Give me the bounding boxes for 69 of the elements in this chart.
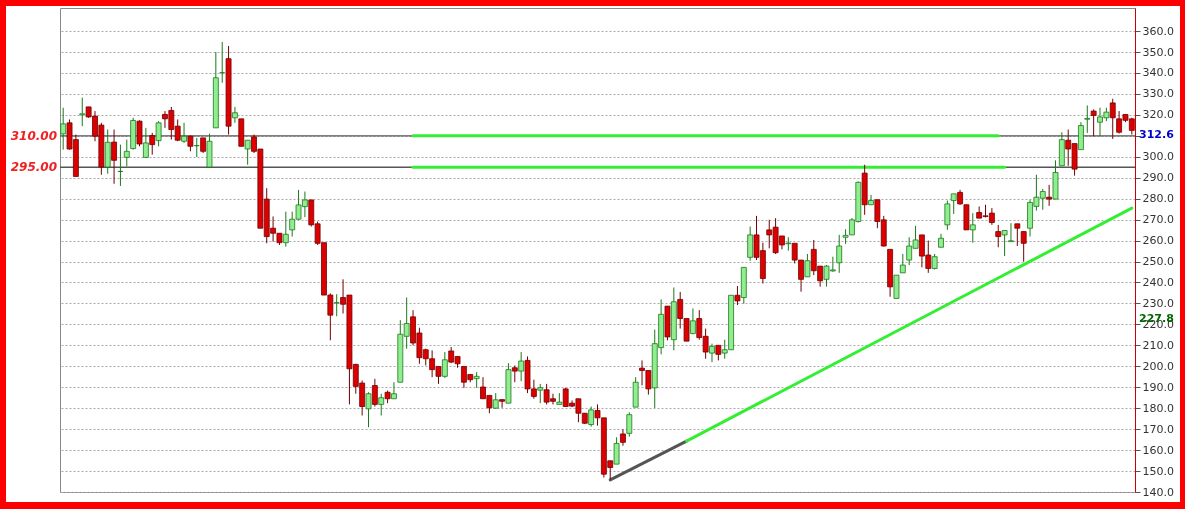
candlestick bbox=[1020, 231, 1027, 263]
candlestick bbox=[613, 436, 620, 465]
candlestick bbox=[365, 391, 372, 428]
candlestick bbox=[282, 211, 289, 248]
candlestick bbox=[588, 406, 595, 428]
candlestick bbox=[1109, 98, 1116, 140]
candlestick bbox=[391, 381, 397, 400]
y-tick-label: 260.0 bbox=[1142, 234, 1174, 248]
candlestick bbox=[995, 224, 1002, 248]
y-tick-label: 170.0 bbox=[1142, 422, 1174, 436]
candlestick bbox=[868, 194, 874, 206]
candlestick bbox=[1014, 223, 1021, 247]
candlestick bbox=[60, 107, 67, 151]
candlestick bbox=[149, 132, 156, 156]
candlestick bbox=[232, 106, 238, 124]
candlestick bbox=[1001, 230, 1008, 257]
candlestick bbox=[690, 307, 696, 335]
y-tick-label: 340.0 bbox=[1142, 66, 1174, 80]
candlestick bbox=[969, 212, 976, 244]
candlestick bbox=[734, 285, 741, 306]
candlestick bbox=[950, 193, 957, 215]
candlestick bbox=[1090, 108, 1097, 137]
candlestick bbox=[499, 399, 505, 409]
candlestick bbox=[123, 139, 130, 167]
candlestick bbox=[111, 129, 117, 185]
y-tick-label: 200.0 bbox=[1142, 359, 1174, 373]
candlestick bbox=[518, 351, 525, 382]
y-tick-label: 270.0 bbox=[1142, 213, 1174, 227]
ref-line-label: 310.00 bbox=[10, 128, 57, 143]
y-tick-label: 300.0 bbox=[1142, 150, 1174, 164]
y-tick-label: 190.0 bbox=[1142, 380, 1174, 394]
candlestick bbox=[899, 253, 906, 274]
candlestick bbox=[244, 139, 251, 166]
candlestick bbox=[136, 119, 143, 147]
y-tick-label: 210.0 bbox=[1142, 338, 1174, 352]
candlestick bbox=[1084, 104, 1091, 134]
candlestick bbox=[79, 97, 86, 127]
y-tick-label: 180.0 bbox=[1142, 401, 1174, 415]
candlestick bbox=[893, 274, 900, 299]
candlestick bbox=[626, 411, 633, 438]
y-tick-label: 350.0 bbox=[1142, 45, 1174, 59]
y-tick-label: 360.0 bbox=[1142, 24, 1174, 38]
candlestick bbox=[804, 253, 811, 278]
y-tick-label: 250.0 bbox=[1142, 255, 1174, 269]
candlestick bbox=[371, 378, 378, 408]
y-tick-label: 290.0 bbox=[1142, 171, 1174, 185]
ref-line-label: 295.00 bbox=[10, 160, 57, 175]
candlestick bbox=[944, 200, 951, 231]
candlestick bbox=[1008, 222, 1014, 243]
y-tick-label: 230.0 bbox=[1142, 296, 1174, 310]
candlestick bbox=[181, 122, 187, 144]
candlestick bbox=[537, 383, 544, 404]
text: 312.6 bbox=[1139, 128, 1175, 141]
candlestick bbox=[142, 127, 149, 159]
candlestick bbox=[747, 226, 754, 262]
y-tick-label: 320.0 bbox=[1142, 108, 1174, 122]
candlestick bbox=[836, 234, 843, 274]
y-tick-label: 140.0 bbox=[1142, 485, 1174, 499]
candlestick bbox=[441, 351, 448, 379]
candlestick bbox=[155, 120, 162, 147]
y-tick-label: 240.0 bbox=[1142, 275, 1174, 289]
y-tick-label: 280.0 bbox=[1142, 192, 1174, 206]
candlestick bbox=[378, 393, 385, 417]
y-tick-label: 330.0 bbox=[1142, 87, 1174, 101]
candlestick bbox=[709, 343, 715, 363]
y-tick-label: 150.0 bbox=[1142, 464, 1174, 478]
y-tick-label: 160.0 bbox=[1142, 443, 1174, 457]
candlestick bbox=[785, 236, 792, 252]
candlestick bbox=[1046, 184, 1053, 207]
